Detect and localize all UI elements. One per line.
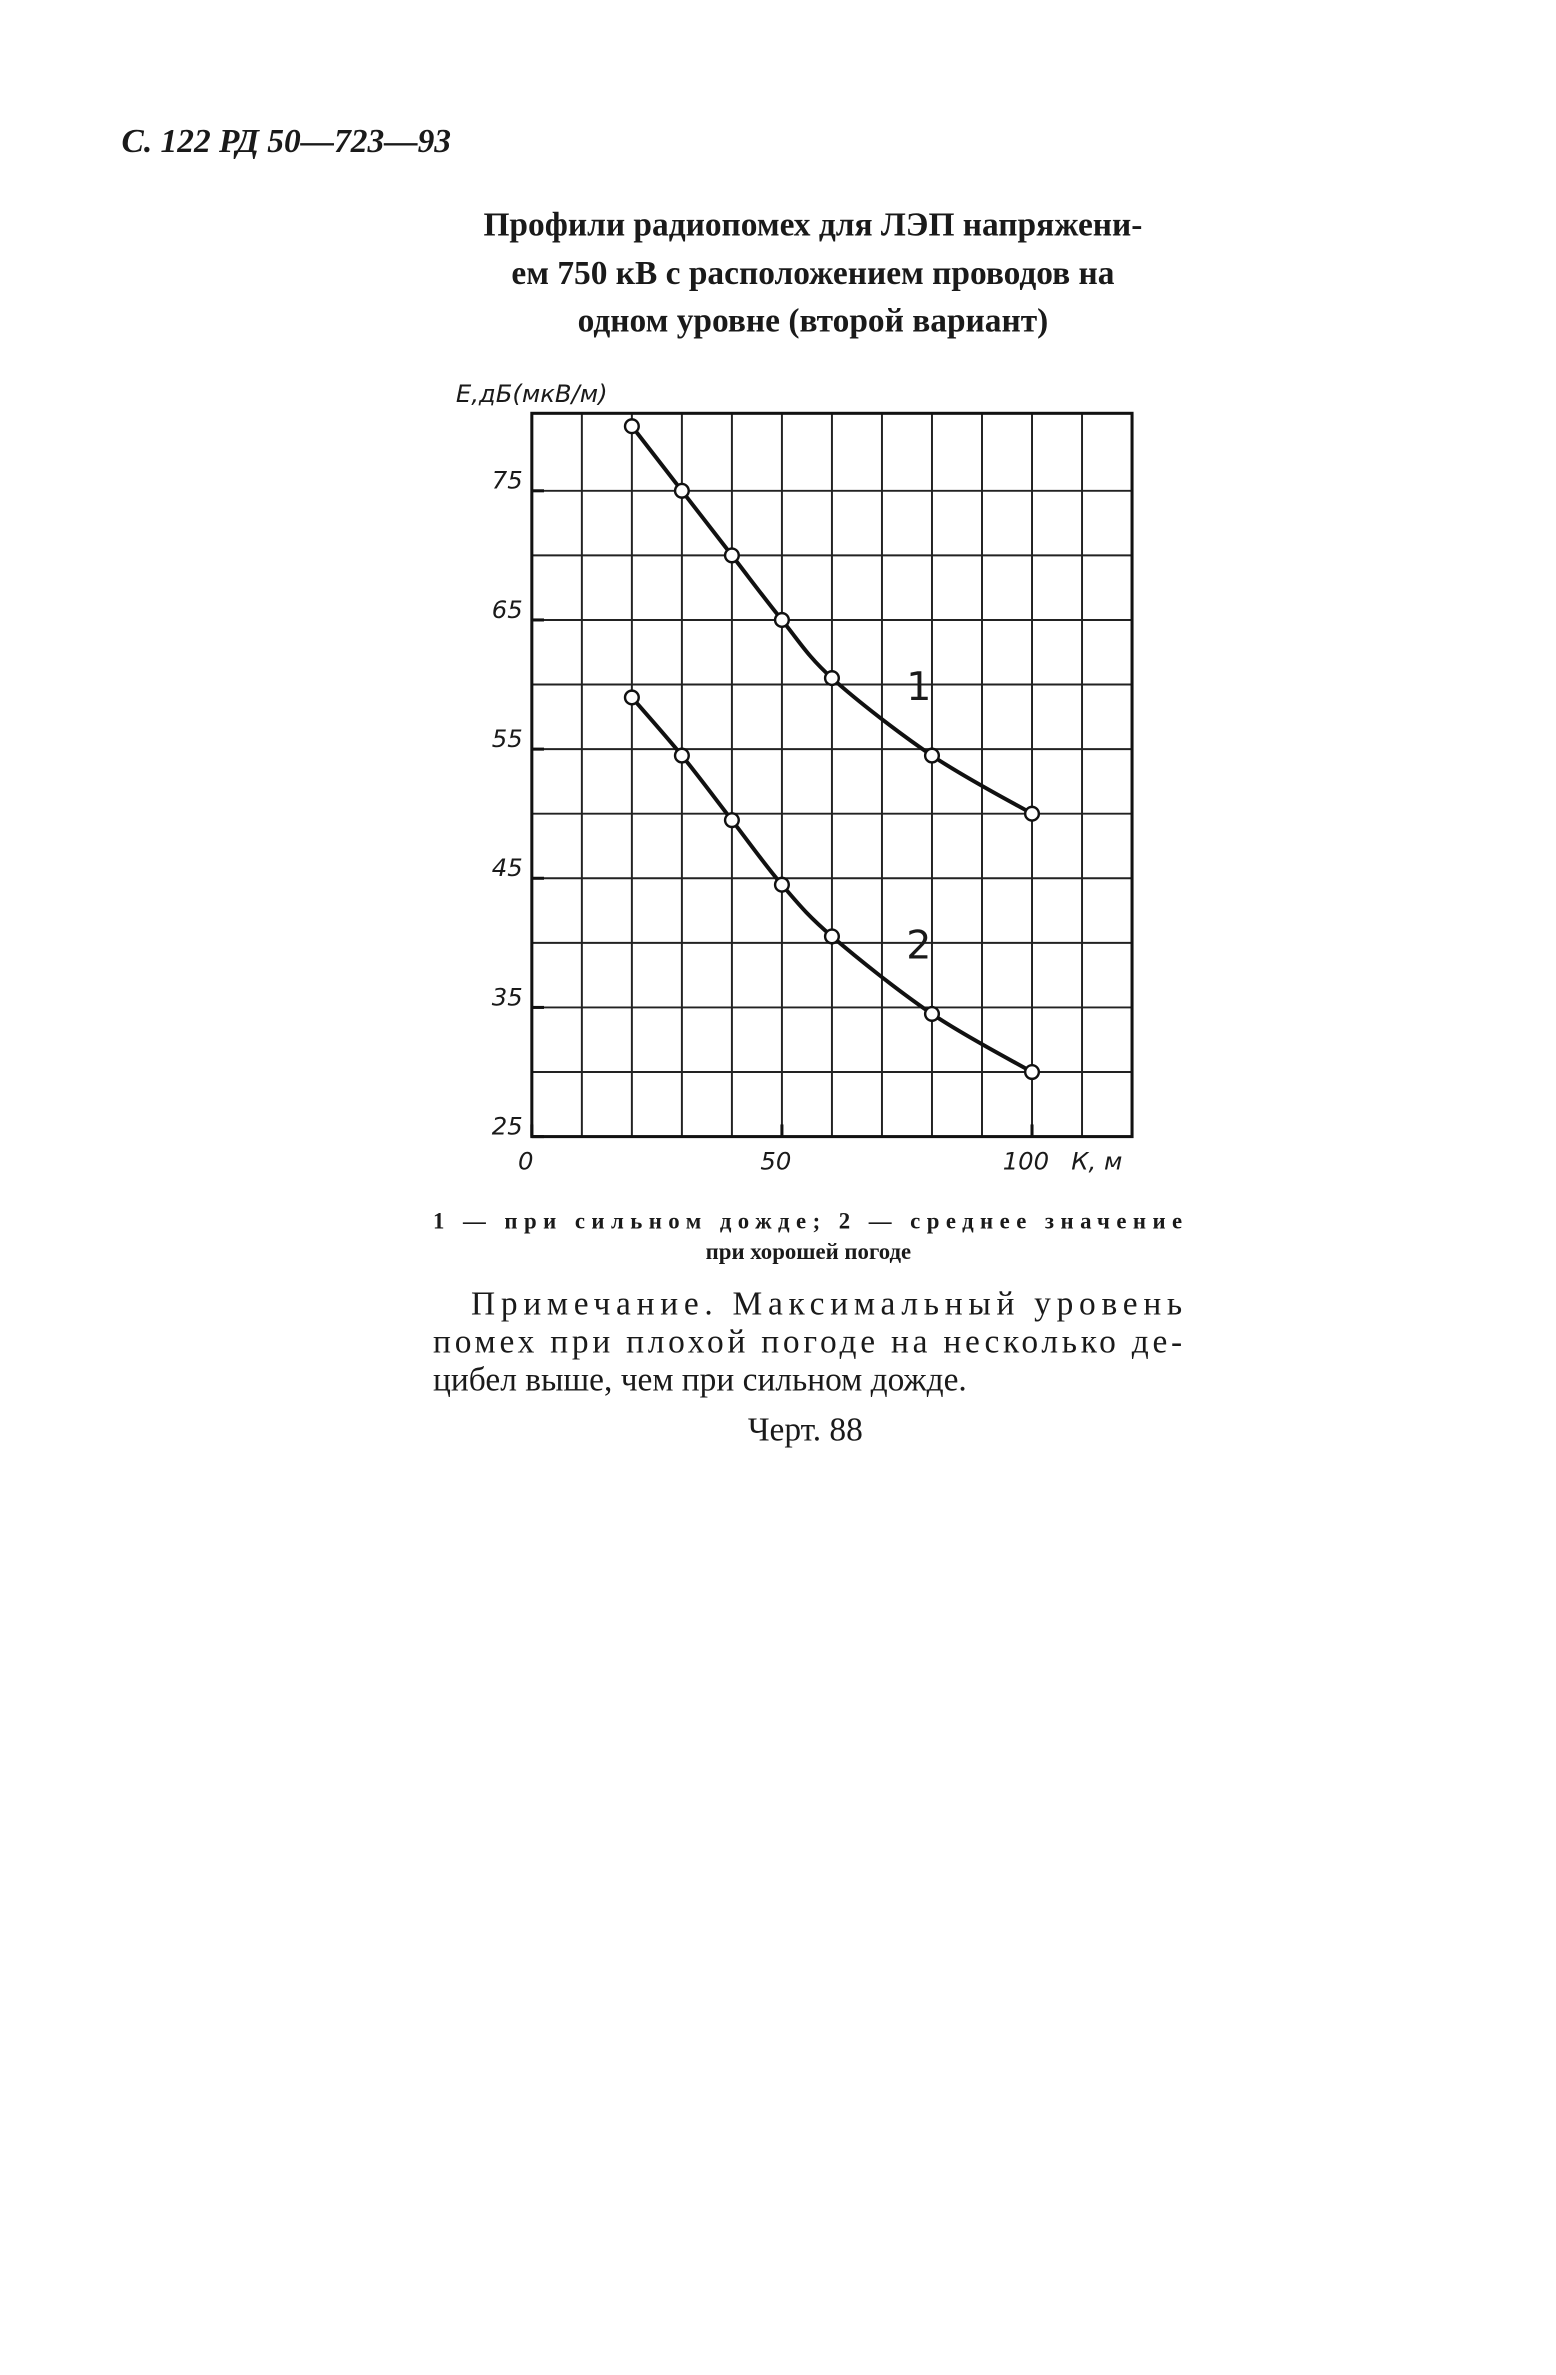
y-tick-label: 45 <box>492 853 523 882</box>
data-point <box>723 547 740 564</box>
caption-line: 1 — при сильном дожде; 2 — среднее значе… <box>433 1208 1182 1233</box>
y-tick-label: 65 <box>492 595 523 624</box>
data-point <box>823 928 840 945</box>
x-axis-label: К, м <box>1071 1146 1122 1175</box>
data-point <box>1023 805 1041 822</box>
data-point <box>1023 1063 1041 1081</box>
y-axis-label: Е,дБ(мкВ/м) <box>456 379 608 408</box>
y-tick-label: 35 <box>492 982 523 1011</box>
title-line: Профили радиопомех для ЛЭП напряжени- <box>483 207 1142 244</box>
chart: Е,дБ(мкВ/м) К, м 0 50 100 25 35 45 55 65 75 1 2 <box>456 379 1134 1175</box>
data-point <box>623 689 640 706</box>
title-line: одном уровне (второй вариант) <box>578 302 1049 339</box>
title-line: ем 750 кВ с расположением проводов на <box>511 255 1114 292</box>
figure-label: Черт. 88 <box>748 1412 863 1449</box>
note-line: помех при плохой погоде на несколько де- <box>433 1323 1182 1360</box>
x-tick-label: 100 <box>1003 1146 1049 1175</box>
data-point <box>923 1005 941 1022</box>
series-label: 1 <box>906 664 931 710</box>
note-line: Примечание. Максимальный уровень <box>471 1285 1182 1322</box>
plot-frame <box>530 411 1134 1139</box>
y-tick-label: 25 <box>492 1111 523 1140</box>
x-tick-label: 50 <box>760 1146 791 1175</box>
data-point <box>723 812 740 829</box>
data-point <box>773 611 790 629</box>
data-point <box>673 482 690 499</box>
data-point <box>773 876 790 893</box>
data-point <box>673 747 690 764</box>
x-tick-label: 0 <box>518 1146 533 1175</box>
y-tick-label: 75 <box>492 466 523 495</box>
y-tick-label: 55 <box>492 724 523 753</box>
data-point <box>623 418 640 435</box>
header: С. 122 РД 50—723—93 <box>122 123 451 160</box>
data-point <box>823 670 840 687</box>
series-label: 2 <box>906 922 931 968</box>
caption-line: при хорошей погоде <box>706 1239 911 1264</box>
data-point <box>923 747 941 764</box>
note-line: цибел выше, чем при сильном дожде. <box>433 1361 967 1398</box>
